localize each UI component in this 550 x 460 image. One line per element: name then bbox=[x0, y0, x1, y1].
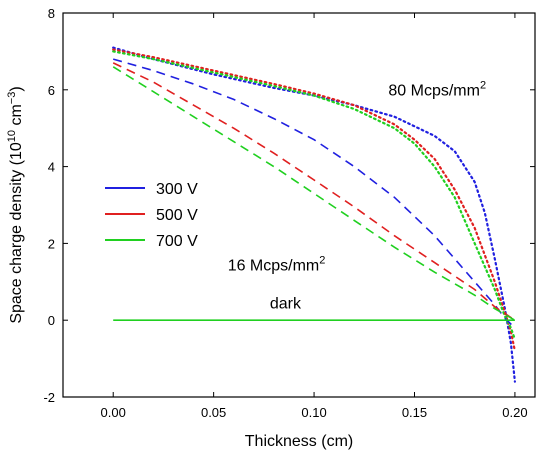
annotation: 80 Mcps/mm2 bbox=[388, 80, 486, 100]
x-tick-label: 0.10 bbox=[301, 405, 326, 420]
series-line-500v-dashed bbox=[112, 62, 516, 321]
axes: 0.00 0.05 0.10 0.15 0.20 -2 0 2 4 6 8 bbox=[43, 6, 535, 420]
annotation: dark bbox=[270, 296, 302, 313]
series-line-700v-dashed bbox=[112, 66, 516, 321]
legend-label: 300 V bbox=[156, 181, 198, 198]
x-tick-label: 0.20 bbox=[502, 405, 527, 420]
y-tick-label: 8 bbox=[48, 6, 55, 21]
legend: 300 V 500 V 700 V bbox=[105, 181, 198, 250]
x-axis-title: Thickness (cm) bbox=[245, 433, 353, 450]
series-line-300v-dotted bbox=[112, 46, 516, 383]
x-tick-label: 0.05 bbox=[201, 405, 226, 420]
y-tick-label: -2 bbox=[43, 390, 55, 405]
series-line-500v-dotted bbox=[112, 48, 516, 352]
series-line-700v-dotted bbox=[112, 50, 516, 341]
annotation: 16 Mcps/mm2 bbox=[228, 254, 326, 274]
y-axis-title: Space charge density (1010 cm−3) bbox=[6, 86, 25, 323]
legend-label: 500 V bbox=[156, 207, 198, 224]
y-tick-label: 4 bbox=[48, 160, 55, 175]
x-tick-label: 0.15 bbox=[402, 405, 427, 420]
y-tick-label: 2 bbox=[48, 236, 55, 251]
legend-label: 700 V bbox=[156, 233, 198, 250]
y-tick-label: 0 bbox=[48, 313, 55, 328]
plot-area bbox=[112, 46, 516, 383]
annotations: 80 Mcps/mm2 16 Mcps/mm2 dark bbox=[228, 80, 486, 313]
plot-frame bbox=[62, 12, 536, 398]
y-tick-label: 6 bbox=[48, 83, 55, 98]
x-tick-label: 0.00 bbox=[101, 405, 126, 420]
